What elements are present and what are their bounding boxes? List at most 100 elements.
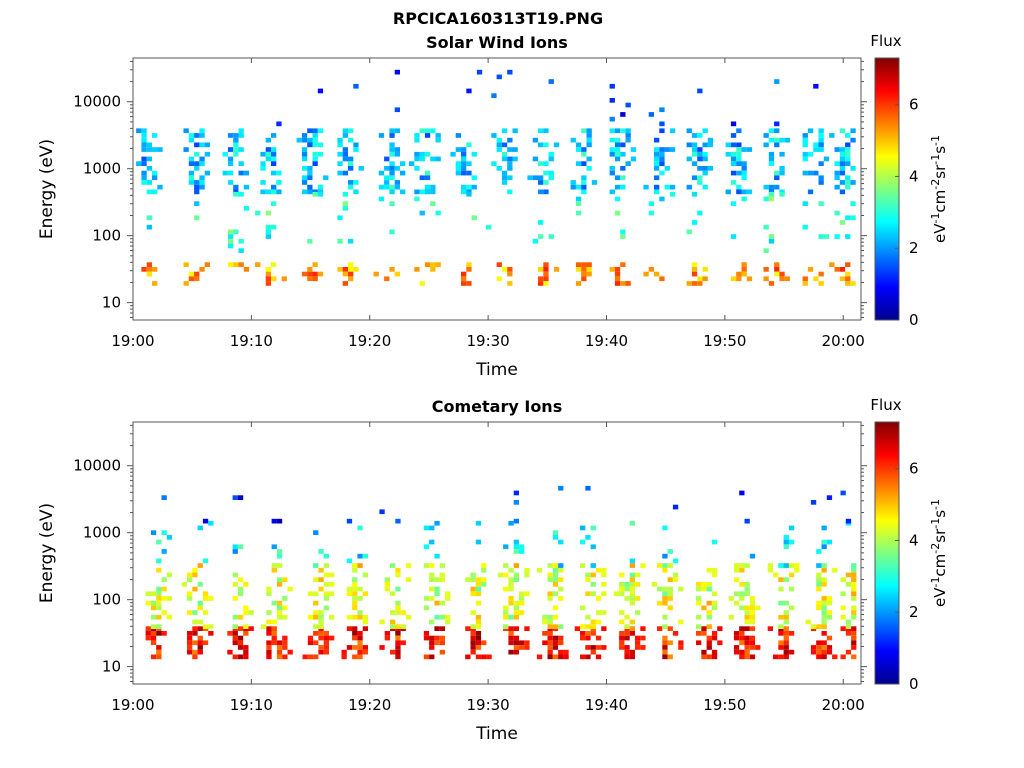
- spectrogram-cell: [348, 166, 354, 171]
- spectrogram-cell: [507, 137, 513, 143]
- spectrogram-cell: [696, 624, 702, 629]
- spectrogram-cell: [774, 184, 780, 190]
- spectrogram-cell: [778, 654, 784, 660]
- spectrogram-cell: [821, 619, 827, 625]
- spectrogram-cell: [620, 142, 626, 148]
- spectrogram-cell: [839, 166, 846, 171]
- spectrogram-cell: [384, 635, 390, 641]
- spectrogram-cell: [323, 635, 329, 641]
- spectrogram-cell: [810, 649, 817, 655]
- spectrogram-cell: [227, 229, 234, 235]
- spectrogram-cell: [282, 654, 288, 660]
- spectrogram-cell: [788, 563, 795, 568]
- spectrogram-cell: [503, 610, 509, 615]
- spectrogram-cell: [307, 142, 313, 148]
- spectrogram-cell: [237, 626, 244, 631]
- spectrogram-cell: [691, 133, 698, 138]
- spectrogram-cell: [558, 485, 564, 491]
- spectrogram-cell: [266, 619, 272, 625]
- spectrogram-cell: [491, 133, 497, 138]
- spectrogram-cell: [821, 624, 827, 629]
- spectrogram-cell: [768, 151, 775, 157]
- spectrogram-cell: [802, 133, 808, 138]
- spectrogram-cell: [281, 276, 287, 282]
- spectrogram-cell: [538, 220, 544, 225]
- spectrogram-cell: [266, 645, 272, 650]
- spectrogram-cell: [271, 600, 277, 606]
- spectrogram-cell: [323, 582, 329, 587]
- spectrogram-cell: [362, 553, 368, 559]
- spectrogram-cell: [266, 631, 272, 636]
- spectrogram-cell: [461, 151, 467, 157]
- spectrogram-cell: [590, 544, 596, 550]
- spectrogram-cell: [749, 654, 756, 660]
- panel-title: Solar Wind Ions: [426, 33, 568, 52]
- spectrogram-cell: [187, 649, 193, 655]
- spectrogram-cell: [702, 276, 708, 282]
- spectrogram-cell: [475, 645, 482, 650]
- spectrogram-cell: [558, 539, 564, 545]
- spectrogram-cell: [552, 582, 559, 587]
- spectrogram-cell: [620, 151, 626, 157]
- spectrogram-cell: [395, 610, 401, 615]
- spectrogram-cell: [341, 654, 347, 660]
- spectrogram-cell: [614, 184, 621, 190]
- spectrogram-cell: [471, 151, 477, 157]
- spectrogram-cell: [691, 267, 698, 272]
- spectrogram-cell: [585, 614, 591, 620]
- spectrogram-cells: [136, 69, 856, 286]
- spectrogram-cell: [501, 142, 508, 148]
- spectrogram-cell: [248, 626, 254, 631]
- spectrogram-cell: [839, 161, 846, 166]
- spectrogram-cell: [192, 649, 198, 655]
- spectrogram-cell: [669, 191, 676, 197]
- spectrogram-cell: [318, 586, 324, 592]
- spectrogram-cell: [741, 170, 747, 176]
- spectrogram-cell: [845, 281, 851, 286]
- spectrogram-cell: [389, 128, 395, 134]
- spectrogram-cell: [470, 624, 476, 629]
- spectrogram-cell: [389, 151, 395, 157]
- spectrogram-cell: [439, 649, 445, 655]
- spectrogram-cell: [620, 128, 626, 134]
- spectrogram-cell: [783, 626, 789, 631]
- spectrogram-cell: [348, 238, 354, 244]
- spectrogram-cell: [818, 201, 824, 206]
- spectrogram-cell: [552, 535, 559, 540]
- spectrogram-cell: [575, 210, 582, 216]
- spectrogram-cell: [199, 267, 205, 272]
- spectrogram-cell: [352, 635, 358, 641]
- spectrogram-cell: [232, 635, 238, 641]
- spectrogram-cell: [424, 170, 431, 176]
- spectrogram-cell: [802, 224, 808, 230]
- spectrogram-cell: [429, 586, 435, 592]
- spectrogram-cell: [788, 572, 795, 578]
- spectrogram-cell: [237, 577, 244, 582]
- y-tick-label: 100: [92, 227, 121, 245]
- spectrogram-cell: [156, 591, 162, 597]
- spectrogram-cell: [227, 631, 233, 636]
- spectrogram-cell: [532, 238, 538, 244]
- spectrogram-cell: [702, 128, 708, 134]
- spectrogram-cell: [697, 166, 703, 171]
- spectrogram-cell: [691, 147, 698, 152]
- spectrogram-cell: [357, 649, 363, 655]
- spectrogram-cell: [630, 156, 637, 162]
- spectrogram-cell: [362, 645, 368, 650]
- spectrogram-cell: [548, 170, 554, 176]
- spectrogram-cell: [802, 201, 808, 206]
- spectrogram-cell: [430, 267, 436, 272]
- spectrogram-cell: [730, 156, 737, 162]
- spectrogram-cell: [233, 189, 239, 195]
- spectrogram-cell: [736, 156, 742, 162]
- spectrogram-cell: [794, 563, 800, 568]
- spectrogram-cell: [503, 624, 509, 629]
- spectrogram-cell: [434, 626, 440, 631]
- spectrogram-cell: [788, 539, 795, 545]
- spectrogram-cell: [152, 189, 158, 195]
- spectrogram-cell: [513, 600, 519, 606]
- spectrogram-cell: [768, 189, 775, 195]
- spectrogram-cell: [429, 525, 435, 531]
- spectrogram-cell: [471, 184, 477, 190]
- spectrogram-cell: [749, 635, 756, 641]
